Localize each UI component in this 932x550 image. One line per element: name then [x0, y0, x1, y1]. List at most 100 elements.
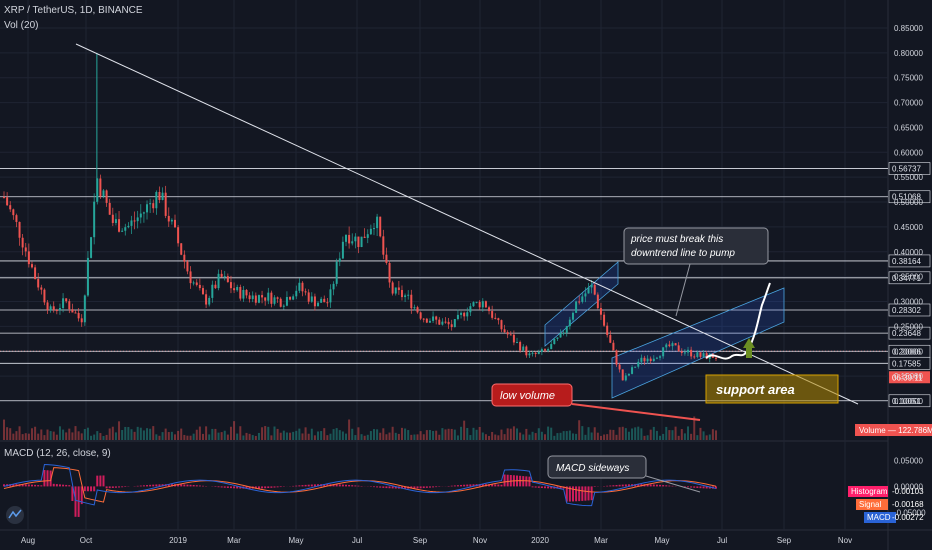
- volume-bar: [71, 432, 74, 440]
- candle-body: [683, 352, 686, 354]
- candle-body: [432, 316, 435, 321]
- volume-bar: [404, 428, 407, 440]
- volume-bar: [447, 428, 450, 440]
- volume-bar: [239, 426, 242, 440]
- candle-body: [83, 295, 86, 323]
- volume-bar: [139, 427, 142, 440]
- candle-body: [170, 219, 173, 222]
- macd-histogram-bar: [30, 484, 33, 487]
- macd-histogram-bar: [702, 486, 705, 489]
- callout-box: [623, 227, 769, 265]
- volume-bar: [211, 428, 214, 440]
- volume-bar: [369, 431, 372, 440]
- macd-histogram-bar: [354, 485, 357, 487]
- macd-legend-name: MACD: [867, 513, 891, 522]
- candle-body: [18, 221, 21, 238]
- macd-histogram-bar: [531, 486, 534, 488]
- time-tick-label: May: [654, 536, 669, 545]
- price-level-label: 0.20006: [892, 347, 921, 356]
- candle-body: [491, 311, 494, 318]
- volume-bar: [49, 431, 52, 440]
- volume-bar: [385, 434, 388, 440]
- volume-bar: [665, 426, 668, 440]
- volume-bar: [37, 433, 40, 440]
- price-axis[interactable]: 0.85000 0.80000 0.75000 0.70000 0.65000 0.600…: [894, 24, 923, 406]
- volume-bar: [285, 432, 288, 440]
- price-level-box: [888, 356, 931, 370]
- candle-body: [693, 356, 696, 358]
- macd-histogram-bar: [220, 486, 223, 488]
- volume-bar: [516, 428, 519, 440]
- volume-bar: [254, 435, 257, 440]
- macd-histogram-bar: [99, 475, 102, 487]
- volume-bar: [248, 433, 251, 440]
- candle-body: [30, 264, 33, 268]
- candle-body: [578, 301, 581, 303]
- volume-bar: [422, 434, 425, 440]
- volume-bar: [683, 433, 686, 440]
- channel-lower: [611, 287, 785, 399]
- volume-bar: [298, 428, 301, 440]
- up-arrow-icon: [743, 338, 755, 348]
- macd-histogram-bar: [295, 485, 298, 487]
- candle-body: [102, 190, 105, 197]
- candle-body: [525, 346, 528, 356]
- volume-bar: [500, 429, 503, 440]
- candle-body: [534, 352, 537, 355]
- candle-body: [99, 178, 102, 197]
- volume-bar: [12, 433, 15, 440]
- volume-bar: [522, 434, 525, 440]
- candle-body: [68, 301, 71, 310]
- candle-body: [108, 202, 111, 215]
- macd-histogram-bar: [584, 486, 587, 501]
- candle-body: [559, 332, 562, 338]
- macd-histogram-bar: [494, 484, 497, 487]
- macd-histogram-bar: [217, 486, 220, 488]
- macd-histogram-bar: [167, 484, 170, 487]
- volume-bar: [146, 428, 149, 440]
- macd-pane: 0.05000 0.00000 -0.05000 MACD sideways Histo…: [3, 455, 926, 524]
- volume-bar: [9, 428, 12, 440]
- time-tick-label: Nov: [838, 536, 852, 545]
- volume-bar: [183, 434, 186, 440]
- volume-bar: [425, 430, 428, 440]
- macd-histogram-bar: [233, 486, 236, 489]
- volume-bar: [494, 434, 497, 440]
- downtrend-line[interactable]: [75, 43, 859, 405]
- price-level-label: 0.51068: [892, 193, 921, 202]
- time-tick-label: Sep: [413, 536, 428, 545]
- macd-histogram-bar: [335, 484, 338, 487]
- volume-bar: [428, 429, 431, 440]
- macd-histogram-bar: [543, 486, 546, 489]
- volume-bar: [466, 427, 469, 440]
- volume-bar: [456, 435, 459, 440]
- macd-histogram-bar: [121, 486, 124, 488]
- candle-body: [198, 284, 201, 289]
- candle-body: [214, 284, 217, 289]
- volume-bar: [453, 429, 456, 440]
- candle-body: [540, 349, 543, 352]
- macd-histogram-bar: [463, 484, 466, 487]
- macd-histogram-bar: [646, 484, 649, 487]
- macd-histogram-bar: [481, 484, 484, 487]
- macd-histogram-bar: [587, 486, 590, 501]
- time-axis[interactable]: Aug Oct 2019 Mar May Jul Sep Nov 2020 Mar May Jul Se…: [21, 536, 852, 545]
- volume-bar: [341, 431, 344, 440]
- trendline: [75, 43, 859, 405]
- macd-histogram-bar: [55, 484, 58, 487]
- price-tick-label: 0.70000: [894, 99, 923, 108]
- volume-bar: [133, 431, 136, 440]
- candle-body: [34, 267, 37, 280]
- macd-histogram-bar: [450, 485, 453, 487]
- macd-histogram-bar: [12, 484, 15, 487]
- candle-body: [310, 296, 313, 302]
- candle-body: [562, 332, 565, 334]
- price-level-label: 0.38164: [892, 257, 921, 266]
- volume-bar: [335, 428, 338, 440]
- price-level-label: 0.56737: [892, 165, 921, 174]
- candle-body: [531, 352, 534, 354]
- volume-bar: [671, 430, 674, 440]
- candle-body: [285, 297, 288, 306]
